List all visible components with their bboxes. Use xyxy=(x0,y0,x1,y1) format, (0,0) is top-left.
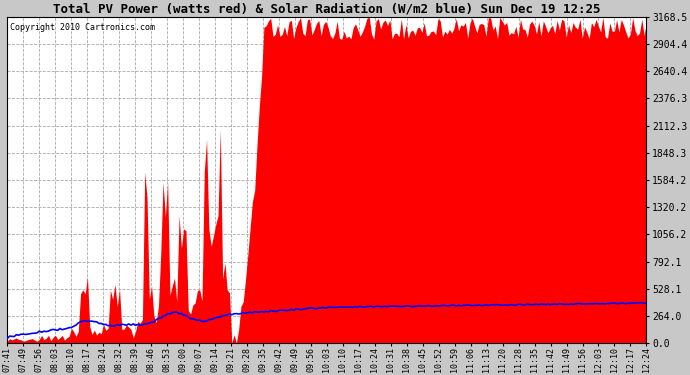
Title: Total PV Power (watts red) & Solar Radiation (W/m2 blue) Sun Dec 19 12:25: Total PV Power (watts red) & Solar Radia… xyxy=(53,3,600,16)
Text: Copyright 2010 Cartronics.com: Copyright 2010 Cartronics.com xyxy=(10,24,155,33)
